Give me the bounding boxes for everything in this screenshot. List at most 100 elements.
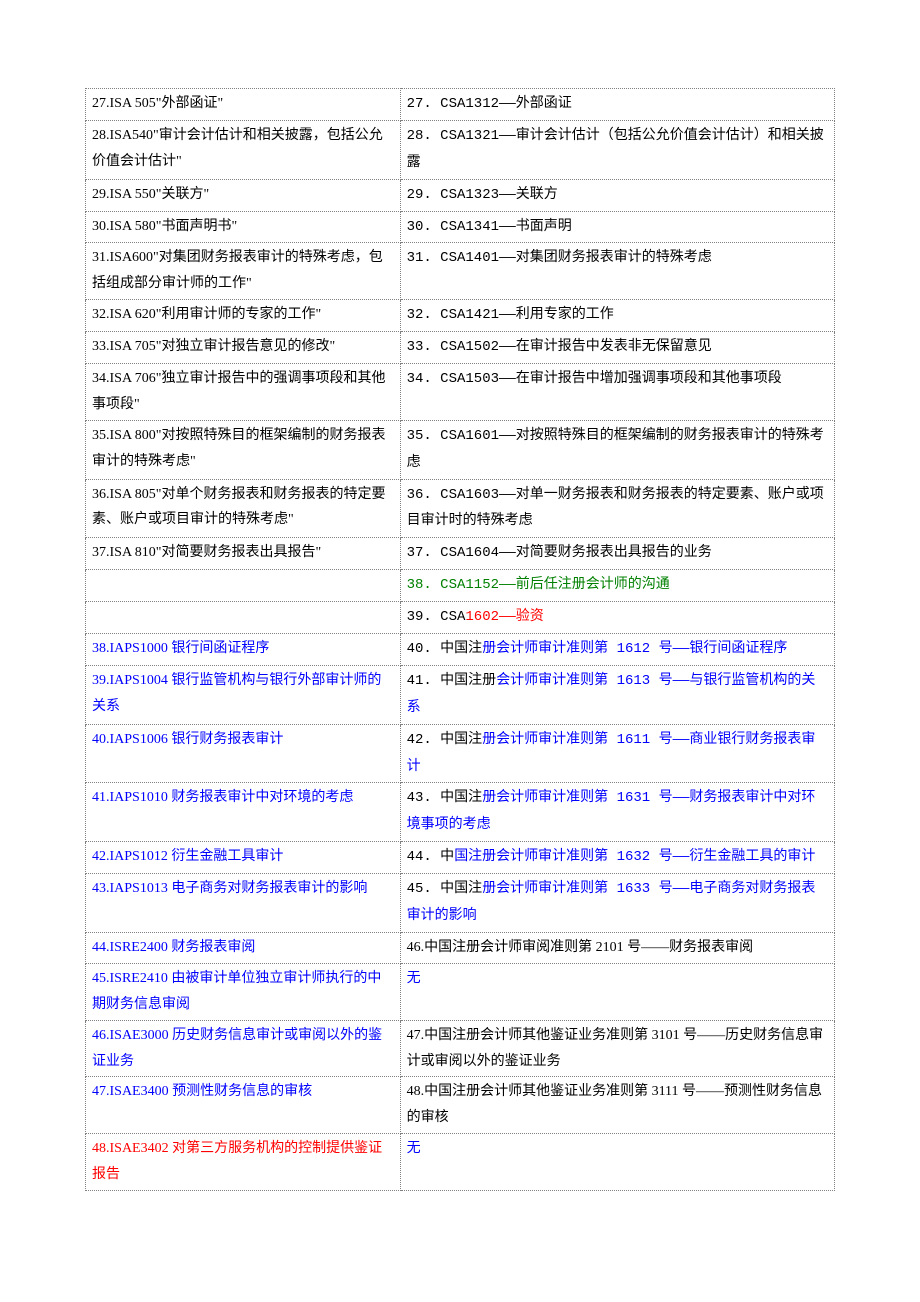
- table-row: 38.IAPS1000 银行间函证程序 40. 中国注册会计师审计准则第 1612…: [86, 634, 835, 666]
- table-row: 32.ISA 620"利用审计师的专家的工作" 32. CSA1421——利用专家…: [86, 300, 835, 332]
- table-row: 39.IAPS1004 银行监管机构与银行外部审计师的关系41. 中国注册会计师…: [86, 665, 835, 724]
- cell-text: 册会计师审计准则第 1612 号——银行间函证程序: [482, 641, 787, 657]
- cell-left: 27.ISA 505"外部函证": [86, 89, 401, 121]
- cell-right: 30. CSA1341——书面声明: [400, 211, 834, 243]
- cell-right: 42. 中国注册会计师审计准则第 1611 号——商业银行财务报表审计: [400, 724, 834, 783]
- table-row: 37.ISA 810"对简要财务报表出具报告" 37. CSA1604——对简要财…: [86, 538, 835, 570]
- cell-left: 32.ISA 620"利用审计师的专家的工作": [86, 300, 401, 332]
- cell-right: 43. 中国注册会计师审计准则第 1631 号——财务报表审计中对环境事项的考虑: [400, 783, 834, 842]
- cell-text: 46.中国注册会计师审阅准则第 2101 号——财务报表审阅: [407, 940, 754, 955]
- cell-right: 37. CSA1604——对简要财务报表出具报告的业务: [400, 538, 834, 570]
- table-row: 42.IAPS1012 衍生金融工具审计 44. 中国注册会计师审计准则第 163…: [86, 842, 835, 874]
- cell-right: 38. CSA1152——前后任注册会计师的沟通: [400, 570, 834, 602]
- cell-text: 无: [407, 971, 421, 986]
- cell-right: 33. CSA1502——在审计报告中发表非无保留意见: [400, 332, 834, 364]
- cell-right: 34. CSA1503——在审计报告中增加强调事项段和其他事项段: [400, 364, 834, 421]
- table-row: 29.ISA 550"关联方" 29. CSA1323——关联方: [86, 179, 835, 211]
- cell-text: 27.ISA 505"外部函证": [92, 96, 223, 111]
- cell-text: 43. 中国注: [407, 790, 483, 806]
- cell-text: 28.ISA540"审计会计估计和相关披露，包括公允价值会计估计": [92, 128, 383, 169]
- cell-text: 29. CSA1323——关联方: [407, 187, 558, 203]
- cell-text: 1602——验资: [465, 609, 543, 625]
- cell-text: 42. 中国注: [407, 732, 483, 748]
- cell-left: 44.ISRE2400 财务报表审阅: [86, 932, 401, 963]
- cell-left: 46.ISAE3000 历史财务信息审计或审阅以外的鉴证业务: [86, 1020, 401, 1077]
- cell-text: 30.ISA 580"书面声明书": [92, 219, 237, 234]
- cell-text: 37. CSA1604——对简要财务报表出具报告的业务: [407, 545, 712, 561]
- cell-right: 44. 中国注册会计师审计准则第 1632 号——衍生金融工具的审计: [400, 842, 834, 874]
- cell-text: 42.IAPS1012 衍生金融工具审计: [92, 849, 283, 864]
- cell-right: 28. CSA1321——审计会计估计（包括公允价值会计估计）和相关披露: [400, 120, 834, 179]
- cell-left: 47.ISAE3400 预测性财务信息的审核: [86, 1077, 401, 1134]
- cell-right: 47.中国注册会计师其他鉴证业务准则第 3101 号——历史财务信息审计或审阅以…: [400, 1020, 834, 1077]
- cell-text: 47.ISAE3400 预测性财务信息的审核: [92, 1084, 312, 1099]
- cell-text: 32. CSA1421——利用专家的工作: [407, 307, 614, 323]
- cell-text: 48.ISAE3402 对第三方服务机构的控制提供鉴证报告: [92, 1141, 382, 1182]
- table-row: 30.ISA 580"书面声明书" 30. CSA1341——书面声明: [86, 211, 835, 243]
- cell-right: 39. CSA1602——验资: [400, 602, 834, 634]
- cell-left: [86, 602, 401, 634]
- cell-text: 48.中国注册会计师其他鉴证业务准则第 3111 号——预测性财务信息的审核: [407, 1084, 822, 1125]
- cell-right: 无: [400, 963, 834, 1020]
- cell-right: 无: [400, 1134, 834, 1191]
- cell-text: 34. CSA1503——在审计报告中增加强调事项段和其他事项段: [407, 371, 782, 387]
- table-row: 27.ISA 505"外部函证" 27. CSA1312——外部函证: [86, 89, 835, 121]
- cell-text: 33. CSA1502——在审计报告中发表非无保留意见: [407, 339, 712, 355]
- cell-text: 35. CSA1601——对按照特殊目的框架编制的财务报表审计的特殊考虑: [407, 428, 824, 471]
- table-row: 41.IAPS1010 财务报表审计中对环境的考虑 43. 中国注册会计师审计准则…: [86, 783, 835, 842]
- cell-right: 27. CSA1312——外部函证: [400, 89, 834, 121]
- table-row: 43.IAPS1013 电子商务对财务报表审计的影响 45. 中国注册会计师审计准…: [86, 874, 835, 933]
- cell-left: 45.ISRE2410 由被审计单位独立审计师执行的中期财务信息审阅: [86, 963, 401, 1020]
- cell-text: 37.ISA 810"对简要财务报表出具报告": [92, 545, 321, 560]
- cell-left: 33.ISA 705"对独立审计报告意见的修改": [86, 332, 401, 364]
- cell-text: 34.ISA 706"独立审计报告中的强调事项段和其他事项段": [92, 371, 386, 412]
- cell-text: 31. CSA1401——对集团财务报表审计的特殊考虑: [407, 250, 712, 266]
- cell-text: 41. 中国注册: [407, 673, 497, 689]
- cell-text: 30. CSA1341——书面声明: [407, 219, 572, 235]
- table-row: 36.ISA 805"对单个财务报表和财务报表的特定要素、账户或项目审计的特殊考…: [86, 479, 835, 538]
- cell-right: 48.中国注册会计师其他鉴证业务准则第 3111 号——预测性财务信息的审核: [400, 1077, 834, 1134]
- cell-right: 32. CSA1421——利用专家的工作: [400, 300, 834, 332]
- cell-left: 30.ISA 580"书面声明书": [86, 211, 401, 243]
- cell-text: 40. 中国注: [407, 641, 483, 657]
- cell-text: 45. 中国注: [407, 881, 483, 897]
- cell-left: 43.IAPS1013 电子商务对财务报表审计的影响: [86, 874, 401, 933]
- cell-left: 29.ISA 550"关联方": [86, 179, 401, 211]
- cell-text: 45.ISRE2410 由被审计单位独立审计师执行的中期财务信息审阅: [92, 971, 381, 1012]
- table-row: 34.ISA 706"独立审计报告中的强调事项段和其他事项段" 34. CSA15…: [86, 364, 835, 421]
- cell-text: 43.IAPS1013 电子商务对财务报表审计的影响: [92, 881, 367, 896]
- cell-left: 42.IAPS1012 衍生金融工具审计: [86, 842, 401, 874]
- cell-right: 35. CSA1601——对按照特殊目的框架编制的财务报表审计的特殊考虑: [400, 420, 834, 479]
- cell-text: 35.ISA 800"对按照特殊目的框架编制的财务报表审计的特殊考虑": [92, 428, 386, 469]
- cell-left: 38.IAPS1000 银行间函证程序: [86, 634, 401, 666]
- cell-left: 39.IAPS1004 银行监管机构与银行外部审计师的关系: [86, 665, 401, 724]
- cell-text: 47.中国注册会计师其他鉴证业务准则第 3101 号——历史财务信息审计或审阅以…: [407, 1028, 824, 1069]
- cell-left: 41.IAPS1010 财务报表审计中对环境的考虑: [86, 783, 401, 842]
- cell-text: 44. 中: [407, 849, 455, 865]
- table-row: 44.ISRE2400 财务报表审阅 46.中国注册会计师审阅准则第 2101 号…: [86, 932, 835, 963]
- cell-text: 29.ISA 550"关联方": [92, 187, 209, 202]
- cell-text: 32.ISA 620"利用审计师的专家的工作": [92, 307, 321, 322]
- cell-right: 41. 中国注册会计师审计准则第 1613 号——与银行监管机构的关系: [400, 665, 834, 724]
- cell-left: 37.ISA 810"对简要财务报表出具报告": [86, 538, 401, 570]
- cell-text: 33.ISA 705"对独立审计报告意见的修改": [92, 339, 335, 354]
- cell-left: 40.IAPS1006 银行财务报表审计: [86, 724, 401, 783]
- table-row: 35.ISA 800"对按照特殊目的框架编制的财务报表审计的特殊考虑" 35. C…: [86, 420, 835, 479]
- table-row: 31.ISA600"对集团财务报表审计的特殊考虑，包括组成部分审计师的工作" 31…: [86, 243, 835, 300]
- table-row: 45.ISRE2410 由被审计单位独立审计师执行的中期财务信息审阅 无: [86, 963, 835, 1020]
- cell-text: 27. CSA1312——外部函证: [407, 96, 572, 112]
- cell-text: 39. CSA: [407, 609, 466, 625]
- cell-right: 46.中国注册会计师审阅准则第 2101 号——财务报表审阅: [400, 932, 834, 963]
- cell-text: 44.ISRE2400 财务报表审阅: [92, 940, 255, 955]
- cell-text: 41.IAPS1010 财务报表审计中对环境的考虑: [92, 790, 353, 805]
- table-row: 28.ISA540"审计会计估计和相关披露，包括公允价值会计估计" 28. CSA…: [86, 120, 835, 179]
- cell-text: 38. CSA1152——前后任注册会计师的沟通: [407, 577, 670, 593]
- table-row: 38. CSA1152——前后任注册会计师的沟通: [86, 570, 835, 602]
- cell-text: 31.ISA600"对集团财务报表审计的特殊考虑，包括组成部分审计师的工作": [92, 250, 383, 291]
- cell-text: 40.IAPS1006 银行财务报表审计: [92, 732, 283, 747]
- table-row: 48.ISAE3402 对第三方服务机构的控制提供鉴证报告无: [86, 1134, 835, 1191]
- table-row: 40.IAPS1006 银行财务报表审计 42. 中国注册会计师审计准则第 161…: [86, 724, 835, 783]
- cell-right: 45. 中国注册会计师审计准则第 1633 号——电子商务对财务报表审计的影响: [400, 874, 834, 933]
- cell-right: 29. CSA1323——关联方: [400, 179, 834, 211]
- cell-right: 36. CSA1603——对单一财务报表和财务报表的特定要素、账户或项目审计时的…: [400, 479, 834, 538]
